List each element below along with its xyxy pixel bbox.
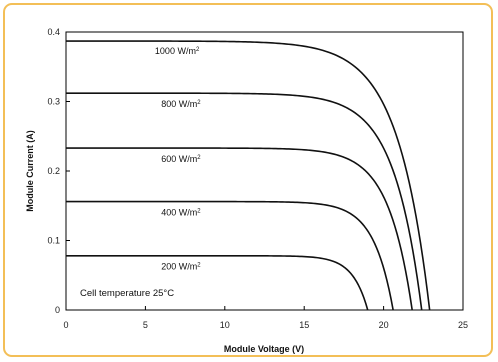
y-tick-label-2: 0.2: [47, 166, 60, 176]
curve-label-2: 800 W/m2: [161, 99, 201, 109]
curve-label-text-5: 200 W/m: [161, 262, 197, 272]
x-tick-label-5: 25: [458, 320, 468, 330]
curve-label-superscript-2: 2: [197, 100, 201, 106]
curve-label-superscript-3: 2: [197, 155, 201, 161]
x-tick-label-2: 10: [220, 320, 230, 330]
y-tick-label-3: 0.3: [47, 97, 60, 107]
iv-curve-5: [66, 254, 369, 311]
iv-curves: [65, 40, 431, 311]
iv-curve-2: [66, 92, 423, 311]
curve-label-superscript-1: 2: [196, 47, 200, 53]
curve-label-text-2: 800 W/m: [161, 99, 197, 109]
x-axis-title: Module Voltage (V): [224, 344, 304, 354]
curve-label-text-3: 600 W/m: [161, 154, 197, 164]
curve-label-superscript-5: 2: [197, 263, 201, 269]
curve-label-4: 400 W/m2: [161, 207, 201, 217]
iv-curve-3: [65, 147, 413, 311]
plot-area: [65, 31, 464, 311]
curve-label-5: 200 W/m2: [161, 262, 201, 272]
curve-label-text-1: 1000 W/m: [155, 46, 196, 56]
x-axis-ticks: 0 5 10 15 20 25: [63, 306, 468, 330]
y-tick-label-4: 0.4: [47, 27, 60, 37]
curve-label-3: 600 W/m2: [161, 154, 201, 164]
y-axis-ticks: 0 0.1 0.2 0.3 0.4: [47, 27, 70, 315]
y-tick-label-0: 0: [55, 305, 60, 315]
temperature-annotation: Cell temperature 25°C: [80, 288, 174, 299]
curve-label-1: 1000 W/m2: [155, 46, 200, 56]
iv-curve-1: [65, 40, 431, 311]
x-tick-label-4: 20: [379, 320, 389, 330]
iv-curve-4: [66, 200, 394, 311]
y-axis-title: Module Current (A): [25, 130, 35, 212]
curve-label-superscript-4: 2: [197, 208, 201, 214]
x-tick-label-0: 0: [63, 320, 68, 330]
x-tick-label-3: 15: [299, 320, 309, 330]
x-tick-label-1: 5: [143, 320, 148, 330]
y-tick-label-1: 0.1: [47, 236, 60, 246]
curve-label-text-4: 400 W/m: [161, 207, 197, 217]
